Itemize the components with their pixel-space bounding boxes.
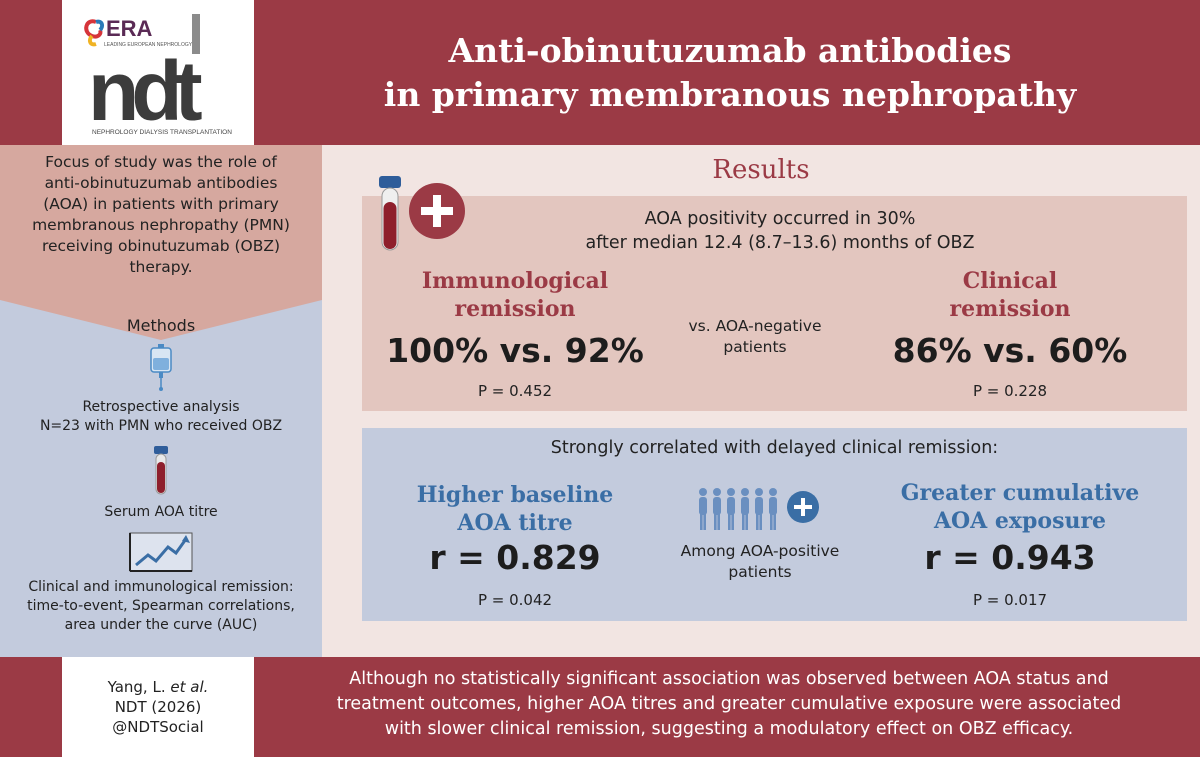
baseline-label-line: Higher baseline [416,482,614,508]
immunological-remission-value: 100% vs. 92% [386,331,644,370]
clinical-p-value: P = 0.228 [972,382,1048,400]
immuno-label-line: remission [454,296,576,322]
immunological-p-value: P = 0.452 [477,382,553,400]
conclusion-line: with slower clinical remission, suggesti… [384,719,1074,739]
results-heading: Results [712,155,810,185]
method-step-3-line: Clinical and immunological remission: [28,579,294,595]
vs-line: patients [723,338,787,356]
aoa-positive-text: Among AOA-positive patients [650,541,870,583]
focus-line: receiving obinutuzumab (OBZ) [41,237,281,255]
logo-mark: ndt [88,44,202,138]
baseline-titre-label: Higher baseline AOA titre [380,481,650,537]
immunological-remission-label: Immunological remission [380,267,650,323]
focus-text: Focus of study was the role of anti-obin… [10,152,312,278]
positivity-text: AOA positivity occurred in 30% after med… [470,207,1090,255]
blood-tube-icon [154,446,168,495]
baseline-label-line: AOA titre [457,510,573,536]
cumulative-exposure-label: Greater cumulative AOA exposure [870,479,1170,535]
clinical-label-line: remission [949,296,1071,322]
title-line-2: in primary membranous nephropathy [383,74,1077,114]
correlation-heading: Strongly correlated with delayed clinica… [550,438,999,458]
focus-line: Focus of study was the role of [45,153,277,171]
method-step-3-line: area under the curve (AUC) [64,617,258,633]
citation-text: Yang, L. et al. NDT (2026) @NDTSocial [62,677,254,737]
method-step-1: Retrospective analysis N=23 with PMN who… [0,398,322,436]
exposure-label-line: AOA exposure [933,508,1107,534]
citation-etal: et al. [170,678,209,696]
logo-brand: ERA [106,16,153,41]
logo-tagline: LEADING EUROPEAN NEPHROLOGY [104,42,193,48]
methods-heading: Methods [126,316,196,335]
title-line-1: Anti-obinutuzumab antibodies [448,30,1012,70]
citation-box [62,657,254,757]
clinical-remission-value: 86% vs. 60% [892,331,1128,370]
conclusion-text: Although no statistically significant as… [268,667,1190,742]
focus-line: therapy. [129,258,193,276]
results-box [362,196,1187,411]
exposure-label-line: Greater cumulative [900,480,1140,506]
page-title: Anti-obinutuzumab antibodies in primary … [260,0,1200,145]
ndt-logo-graphic: ERA LEADING EUROPEAN NEPHROLOGY ndt NEPH… [84,14,232,138]
blood-tube-large-icon [379,176,401,251]
method-step-1-line: Retrospective analysis [82,399,240,415]
method-step-1-line: N=23 with PMN who received OBZ [39,418,283,434]
clinical-remission-label: Clinical remission [875,267,1145,323]
conclusion-line: treatment outcomes, higher AOA titres an… [336,694,1122,714]
clinical-label-line: Clinical [962,268,1058,294]
focus-line: membranous nephropathy (PMN) [32,216,290,234]
iv-bag-icon [150,344,172,391]
vs-line: vs. AOA-negative [688,317,822,335]
conclusion-line: Although no statistically significant as… [349,669,1109,689]
positivity-line: after median 12.4 (8.7–13.6) months of O… [585,233,975,253]
focus-line: anti-obinutuzumab antibodies [44,174,278,192]
method-step-3: Clinical and immunological remission: ti… [0,578,322,635]
citation-journal: NDT (2026) [114,698,202,716]
focus-line: (AOA) in patients with primary [43,195,279,213]
logo-subtitle: NEPHROLOGY DIALYSIS TRANSPLANTATION [92,129,232,136]
method-step-3-line: time-to-event, Spearman correlations, [27,598,295,614]
method-step-2: Serum AOA titre [104,504,218,520]
journal-logo: ERA LEADING EUROPEAN NEPHROLOGY ndt NEPH… [62,0,254,145]
focus-arrow-shape [0,300,322,340]
plus-icon [409,183,465,239]
focus-box [0,145,322,300]
aoa-positive-line: patients [728,563,792,581]
baseline-titre-p-value: P = 0.042 [477,591,553,609]
cumulative-exposure-r-value: r = 0.943 [924,538,1096,577]
patients-group-icon [699,488,819,530]
trend-chart-icon [129,532,193,572]
vs-aoa-negative-text: vs. AOA-negative patients [650,316,860,358]
citation-author: Yang, L. [107,678,166,696]
cumulative-exposure-p-value: P = 0.017 [972,591,1048,609]
immuno-label-line: Immunological [421,268,609,294]
citation-handle[interactable]: @NDTSocial [112,718,204,736]
aoa-positive-line: Among AOA-positive [680,542,840,560]
baseline-titre-r-value: r = 0.829 [429,538,601,577]
citation-author-line: Yang, L. et al. [62,677,254,697]
positivity-line: AOA positivity occurred in 30% [644,209,916,229]
